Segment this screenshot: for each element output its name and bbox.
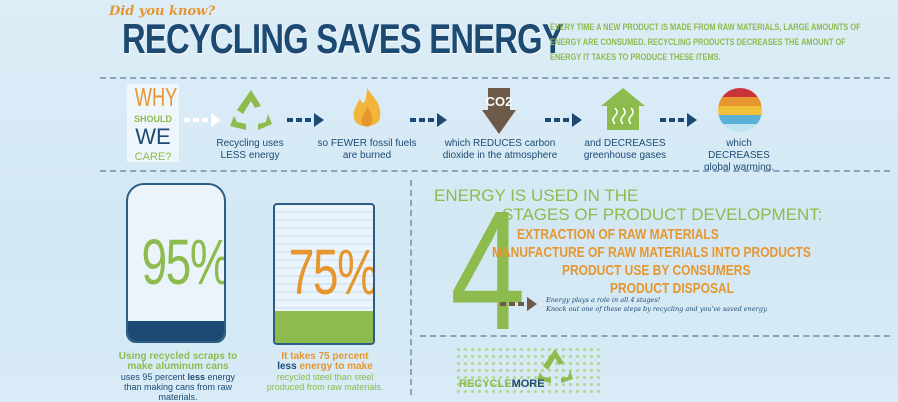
svg-text:CO2: CO2 <box>486 94 513 109</box>
arrow-icon <box>184 113 221 127</box>
stage-item: PRODUCT USE BY CONSUMERS <box>562 262 751 279</box>
co2-arrow-icon: CO2 <box>482 88 516 134</box>
stage-item: PRODUCT DISPOSAL <box>610 280 735 297</box>
stage-item: EXTRACTION OF RAW MATERIALS <box>517 226 719 243</box>
step-3-caption: which REDUCES carbon dioxide in the atmos… <box>442 138 558 161</box>
we-text: WE <box>135 124 171 149</box>
arrow-icon <box>500 297 537 311</box>
arrow-icon <box>410 113 447 127</box>
steel-can: 75% <box>273 203 375 345</box>
why-text: WHY <box>134 82 178 112</box>
care-text: CARE? <box>134 151 172 163</box>
big-number-4: 4 <box>450 176 526 366</box>
arrow-icon <box>660 113 697 127</box>
should-text: SHOULD <box>134 114 172 124</box>
recycle-icon <box>230 90 272 130</box>
vertical-divider <box>410 180 412 395</box>
why-should-we-care-box: WHY SHOULD WE CARE? <box>127 82 179 163</box>
aluminum-can: 95% <box>126 183 226 343</box>
page-title: RECYCLING SAVES ENERGY <box>122 15 564 62</box>
step-2-caption: so FEWER fossil fuels are burned <box>317 138 417 161</box>
stages-intro: ENERGY IS USED IN THE <box>434 186 639 205</box>
arrow-icon <box>545 113 582 127</box>
earth-stripes-icon <box>718 88 762 132</box>
steel-caption: It takes 75 percent less energy to make … <box>266 351 384 393</box>
stages-heading: STAGES OF PRODUCT DEVELOPMENT: <box>502 205 823 224</box>
step-4-caption: and DECREASES greenhouse gases <box>583 138 667 161</box>
divider <box>420 335 890 337</box>
arrow-icon <box>287 113 324 127</box>
can-percent: 75% <box>288 236 375 308</box>
divider <box>100 170 890 172</box>
stage-item: MANUFACTURE OF RAW MATERIALS INTO PRODUC… <box>492 244 811 261</box>
recycle-icon <box>537 349 573 383</box>
can-percent: 95% <box>141 226 226 298</box>
step-1-caption: Recycling uses LESS energy <box>216 138 284 161</box>
nc-map-logo <box>455 346 600 396</box>
recycle-more-logo-text: RECYCLEMORE <box>459 378 545 390</box>
flame-icon <box>353 88 381 127</box>
intro-text: EVERY TIME A NEW PRODUCT IS MADE FROM RA… <box>550 22 861 62</box>
stages-note: Energy plays a role in all 4 stages! Knoc… <box>546 296 768 313</box>
did-you-know-kicker: Did you know? <box>109 4 215 19</box>
aluminum-caption: Using recycled scraps to make aluminum c… <box>118 351 238 402</box>
greenhouse-icon <box>601 88 645 130</box>
step-5-caption: which DECREASES global warming. <box>703 138 775 173</box>
divider <box>100 77 890 79</box>
